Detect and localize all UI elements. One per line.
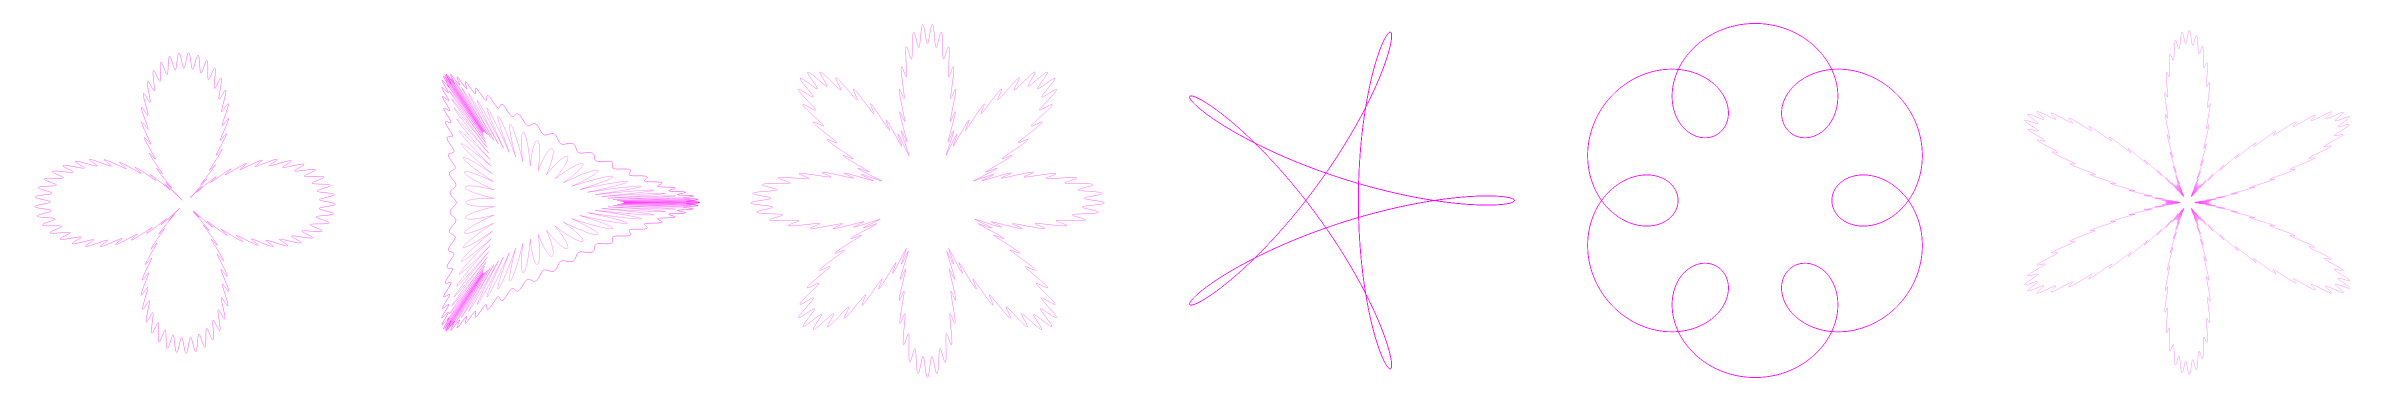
six-point-star-figure [1995, 25, 2380, 380]
four-petal-flower-figure [30, 48, 340, 358]
eighteen-point-star-figure [1570, 18, 1940, 383]
spiro-trace [442, 74, 700, 331]
spiro-trace [2025, 30, 2350, 374]
three-lobed-triangle-figure [355, 50, 705, 355]
eight-point-star-figure [745, 18, 1110, 383]
spiro-trace [1588, 23, 1923, 377]
five-point-star-figure [1150, 18, 1520, 383]
spiro-trace [35, 53, 336, 354]
spiro-trace [751, 24, 1105, 377]
spiro-trace [1190, 32, 1515, 369]
spiro-trace [445, 74, 700, 330]
